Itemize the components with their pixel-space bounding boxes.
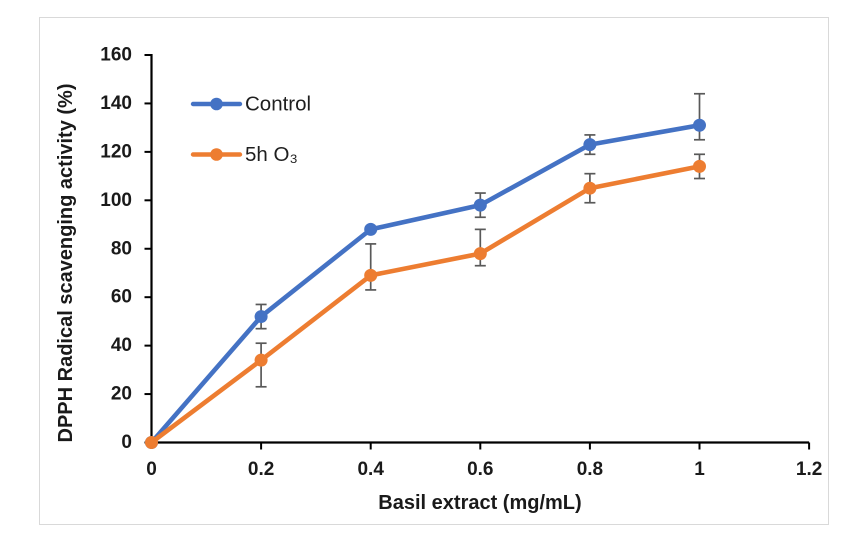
data-point-marker xyxy=(473,198,487,212)
y-tick-label: 80 xyxy=(111,238,132,259)
legend-label: 5h O₃ xyxy=(245,143,298,166)
y-tick-label: 140 xyxy=(100,93,132,114)
y-tick-label: 160 xyxy=(100,45,132,66)
y-tick-label: 0 xyxy=(121,432,132,453)
y-tick-label: 20 xyxy=(111,384,132,405)
legend-marker xyxy=(210,148,223,161)
data-point-marker xyxy=(693,118,706,132)
legend-marker xyxy=(210,97,223,111)
data-point-marker xyxy=(254,353,268,367)
error-bars-o3 xyxy=(255,153,705,388)
legend: Control 5h O₃ xyxy=(190,93,311,166)
data-point-marker xyxy=(693,159,706,173)
data-point-marker xyxy=(145,436,158,449)
series-line xyxy=(149,122,702,445)
x-tick-label: 0.4 xyxy=(357,459,384,480)
legend-label: Control xyxy=(245,93,311,116)
series-layer xyxy=(145,118,706,449)
x-tick-label: 0.2 xyxy=(248,459,274,480)
figure-border xyxy=(39,17,829,525)
legend-entry-control: Control xyxy=(190,93,311,116)
y-axis-title: DPPH Radical scavenging activity (%) xyxy=(55,83,77,442)
legend-entry-o3: 5h O₃ xyxy=(190,143,298,166)
x-tick-label: 1 xyxy=(694,459,705,480)
y-tick-label: 60 xyxy=(111,287,132,308)
y-tick-label: 100 xyxy=(100,190,132,211)
series-line xyxy=(149,164,702,445)
data-point-marker xyxy=(364,222,378,236)
x-tick-label: 0.6 xyxy=(467,459,493,480)
x-axis: 0 0.2 0.4 0.6 0.8 1 1.2 xyxy=(146,441,822,480)
x-tick-label: 1.2 xyxy=(796,459,822,480)
series-o3 xyxy=(145,159,706,449)
x-tick-label: 0 xyxy=(146,459,157,480)
data-point-marker xyxy=(364,268,378,282)
series-control xyxy=(145,118,706,449)
y-axis: 0 20 40 60 80 100 120 140 160 xyxy=(100,45,153,453)
y-tick-label: 120 xyxy=(100,141,132,162)
data-point-marker xyxy=(254,310,268,324)
data-point-marker xyxy=(583,181,597,195)
data-point-marker xyxy=(583,138,597,152)
x-tick-label: 0.8 xyxy=(577,459,603,480)
data-point-marker xyxy=(473,247,487,261)
x-axis-title: Basil extract (mg/mL) xyxy=(378,492,581,514)
y-tick-label: 40 xyxy=(111,335,132,356)
